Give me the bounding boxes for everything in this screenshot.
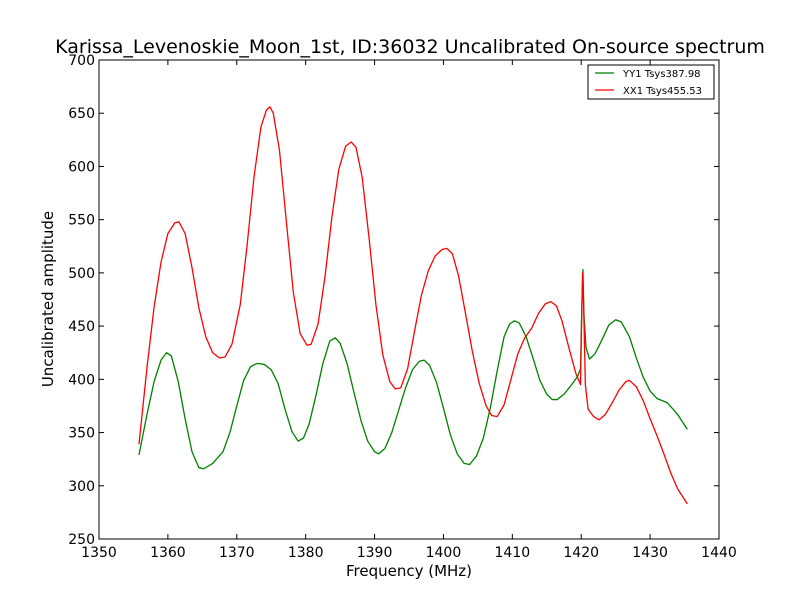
x-tick-label: 1370 [219, 545, 255, 561]
y-tick-label: 550 [68, 213, 95, 229]
legend-label-yy1: YY1 Tsys387.98 [622, 69, 701, 80]
y-tick-label: 650 [68, 106, 95, 122]
y-axis-label: Uncalibrated amplitude [39, 211, 57, 387]
legend-box [587, 64, 715, 100]
y-tick-label: 300 [68, 479, 95, 495]
tick-layer: 1350 1360 1370 1380 1390 1400 1410 1420 1430 1440… [68, 53, 737, 561]
y-tick-label: 250 [68, 532, 95, 548]
y-tick-label: 400 [68, 372, 95, 388]
chart-title: Karissa_Levenoskie_Moon_1st, ID:36032 Un… [55, 36, 765, 58]
x-tick-label: 1390 [357, 545, 393, 561]
x-tick-label: 1400 [426, 545, 462, 561]
x-tick-label: 1360 [150, 545, 186, 561]
y-tick-label: 350 [68, 426, 95, 442]
legend: YY1 Tsys387.98 XX1 Tsys455.53 [587, 64, 715, 100]
x-tick-label: 1380 [288, 545, 324, 561]
x-tick-label: 1440 [701, 545, 737, 561]
x-tick-label: 1350 [81, 545, 117, 561]
series-layer [138, 106, 688, 505]
x-tick-label: 1430 [632, 545, 668, 561]
series-line-yy1 [138, 269, 688, 470]
x-axis-label: Frequency (MHz) [346, 562, 472, 580]
series-line-xx1 [138, 106, 688, 505]
y-tick-label: 700 [68, 53, 95, 69]
x-tick-label: 1420 [563, 545, 599, 561]
legend-label-xx1: XX1 Tsys455.53 [623, 86, 702, 97]
y-tick-label: 600 [68, 159, 95, 175]
y-tick-label: 500 [68, 266, 95, 282]
y-tick-label: 450 [68, 319, 95, 335]
x-tick-label: 1410 [495, 545, 531, 561]
plot-frame [98, 59, 720, 540]
